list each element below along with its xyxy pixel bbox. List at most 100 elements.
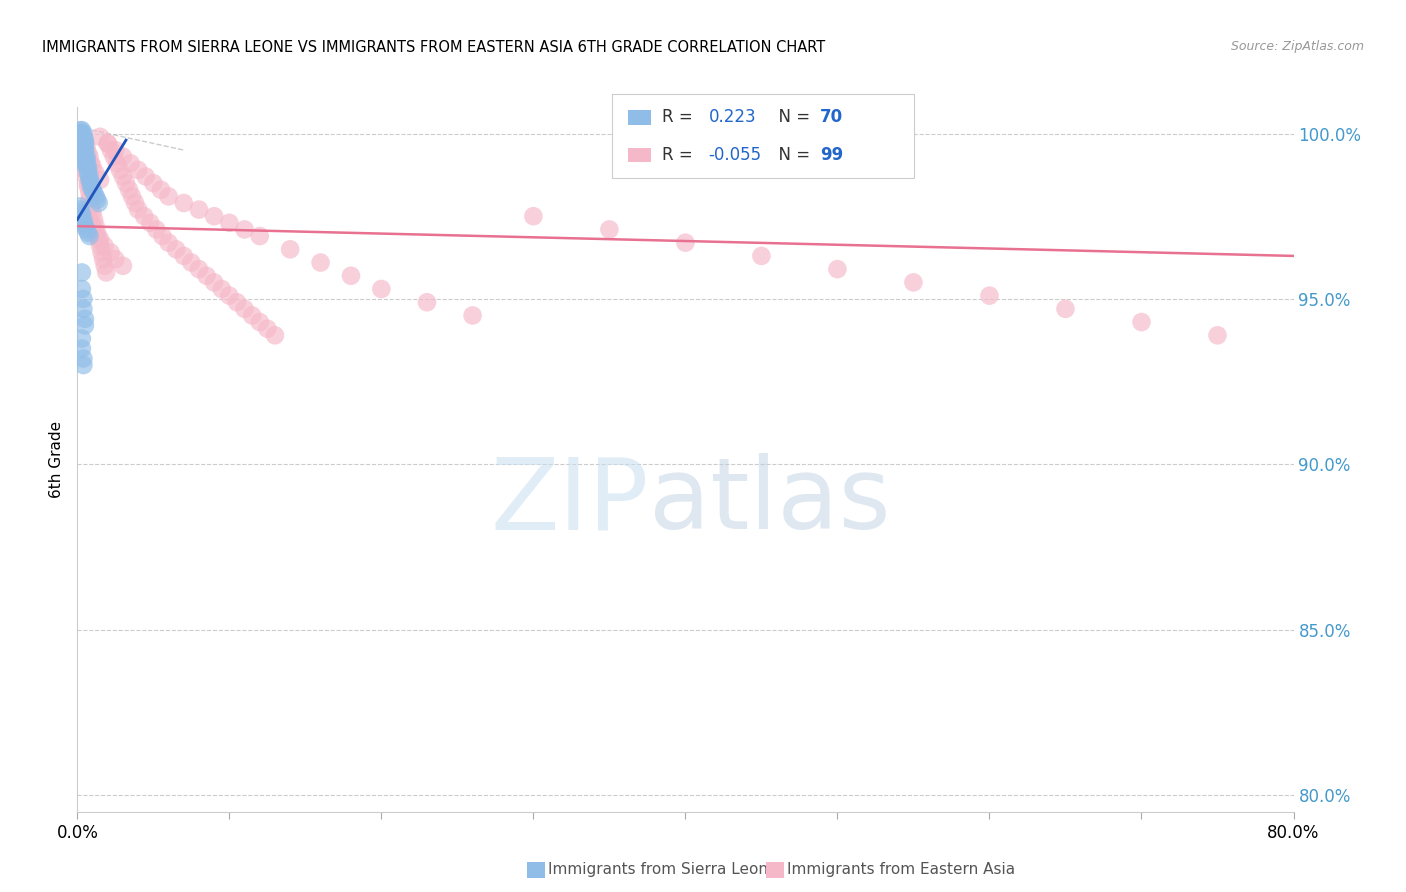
Point — [86, 226, 108, 240]
Point — [522, 209, 544, 223]
Point — [73, 136, 96, 151]
Point — [240, 309, 263, 323]
Point — [69, 133, 91, 147]
Point — [69, 127, 91, 141]
Point — [1130, 315, 1153, 329]
Text: Immigrants from Sierra Leone: Immigrants from Sierra Leone — [548, 863, 778, 877]
Text: R =: R = — [662, 145, 699, 163]
Point — [264, 328, 287, 343]
Point — [173, 196, 195, 211]
Text: Source: ZipAtlas.com: Source: ZipAtlas.com — [1230, 40, 1364, 54]
Point — [80, 156, 103, 170]
Point — [80, 176, 103, 190]
Point — [69, 123, 91, 137]
Text: IMMIGRANTS FROM SIERRA LEONE VS IMMIGRANTS FROM EASTERN ASIA 6TH GRADE CORRELATI: IMMIGRANTS FROM SIERRA LEONE VS IMMIGRAN… — [42, 40, 825, 55]
Point — [96, 265, 118, 279]
Point — [211, 282, 233, 296]
Point — [72, 129, 94, 144]
Text: ZIP: ZIP — [491, 453, 650, 550]
Point — [75, 156, 97, 170]
Point — [157, 235, 180, 250]
Point — [256, 321, 278, 335]
Point — [70, 332, 93, 346]
Point — [173, 249, 195, 263]
Point — [72, 150, 94, 164]
Point — [72, 156, 94, 170]
Point — [104, 143, 127, 157]
Point — [86, 193, 108, 207]
Text: Immigrants from Eastern Asia: Immigrants from Eastern Asia — [787, 863, 1015, 877]
Point — [67, 127, 90, 141]
Point — [67, 129, 90, 144]
Point — [82, 183, 104, 197]
Point — [827, 262, 849, 277]
Point — [72, 133, 94, 147]
Point — [93, 259, 115, 273]
Point — [675, 235, 697, 250]
Point — [70, 150, 93, 164]
Point — [218, 288, 240, 302]
Point — [91, 252, 114, 267]
Point — [180, 255, 202, 269]
Text: 70: 70 — [820, 109, 842, 127]
Point — [103, 150, 125, 164]
Point — [105, 156, 128, 170]
Point — [142, 176, 165, 190]
Point — [87, 196, 110, 211]
Point — [70, 136, 93, 151]
Point — [249, 315, 271, 329]
Point — [73, 140, 96, 154]
Text: R =: R = — [662, 109, 703, 127]
Point — [104, 252, 127, 267]
Point — [79, 193, 101, 207]
Point — [1054, 301, 1077, 316]
Point — [127, 202, 149, 217]
Point — [72, 301, 94, 316]
Point — [75, 169, 97, 184]
Point — [1206, 328, 1229, 343]
Point — [87, 232, 110, 246]
Point — [79, 186, 101, 200]
Point — [67, 133, 90, 147]
Point — [83, 186, 105, 200]
Point — [124, 196, 146, 211]
Point — [72, 292, 94, 306]
Point — [79, 169, 101, 184]
Point — [72, 153, 94, 167]
Point — [80, 179, 103, 194]
Point — [145, 222, 167, 236]
Point — [70, 129, 93, 144]
Point — [69, 129, 91, 144]
Y-axis label: 6th Grade: 6th Grade — [49, 421, 65, 498]
Point — [233, 222, 256, 236]
Point — [82, 160, 104, 174]
Point — [70, 133, 93, 147]
Point — [73, 162, 96, 177]
Point — [370, 282, 392, 296]
Point — [100, 245, 122, 260]
Text: 99: 99 — [820, 145, 844, 163]
Point — [77, 179, 100, 194]
Point — [152, 229, 174, 244]
Point — [73, 318, 96, 333]
Point — [79, 229, 101, 244]
Point — [82, 206, 104, 220]
Point — [135, 169, 157, 184]
Point — [89, 232, 111, 246]
Point — [69, 143, 91, 157]
Point — [139, 216, 162, 230]
Point — [751, 249, 773, 263]
Point — [72, 358, 94, 372]
Point — [69, 199, 91, 213]
Point — [72, 351, 94, 366]
Point — [77, 226, 100, 240]
Point — [202, 209, 225, 223]
Text: atlas: atlas — [650, 453, 890, 550]
Point — [416, 295, 439, 310]
Point — [79, 173, 101, 187]
Point — [70, 209, 93, 223]
Point — [70, 143, 93, 157]
Point — [72, 216, 94, 230]
Point — [72, 212, 94, 227]
Point — [121, 189, 143, 203]
